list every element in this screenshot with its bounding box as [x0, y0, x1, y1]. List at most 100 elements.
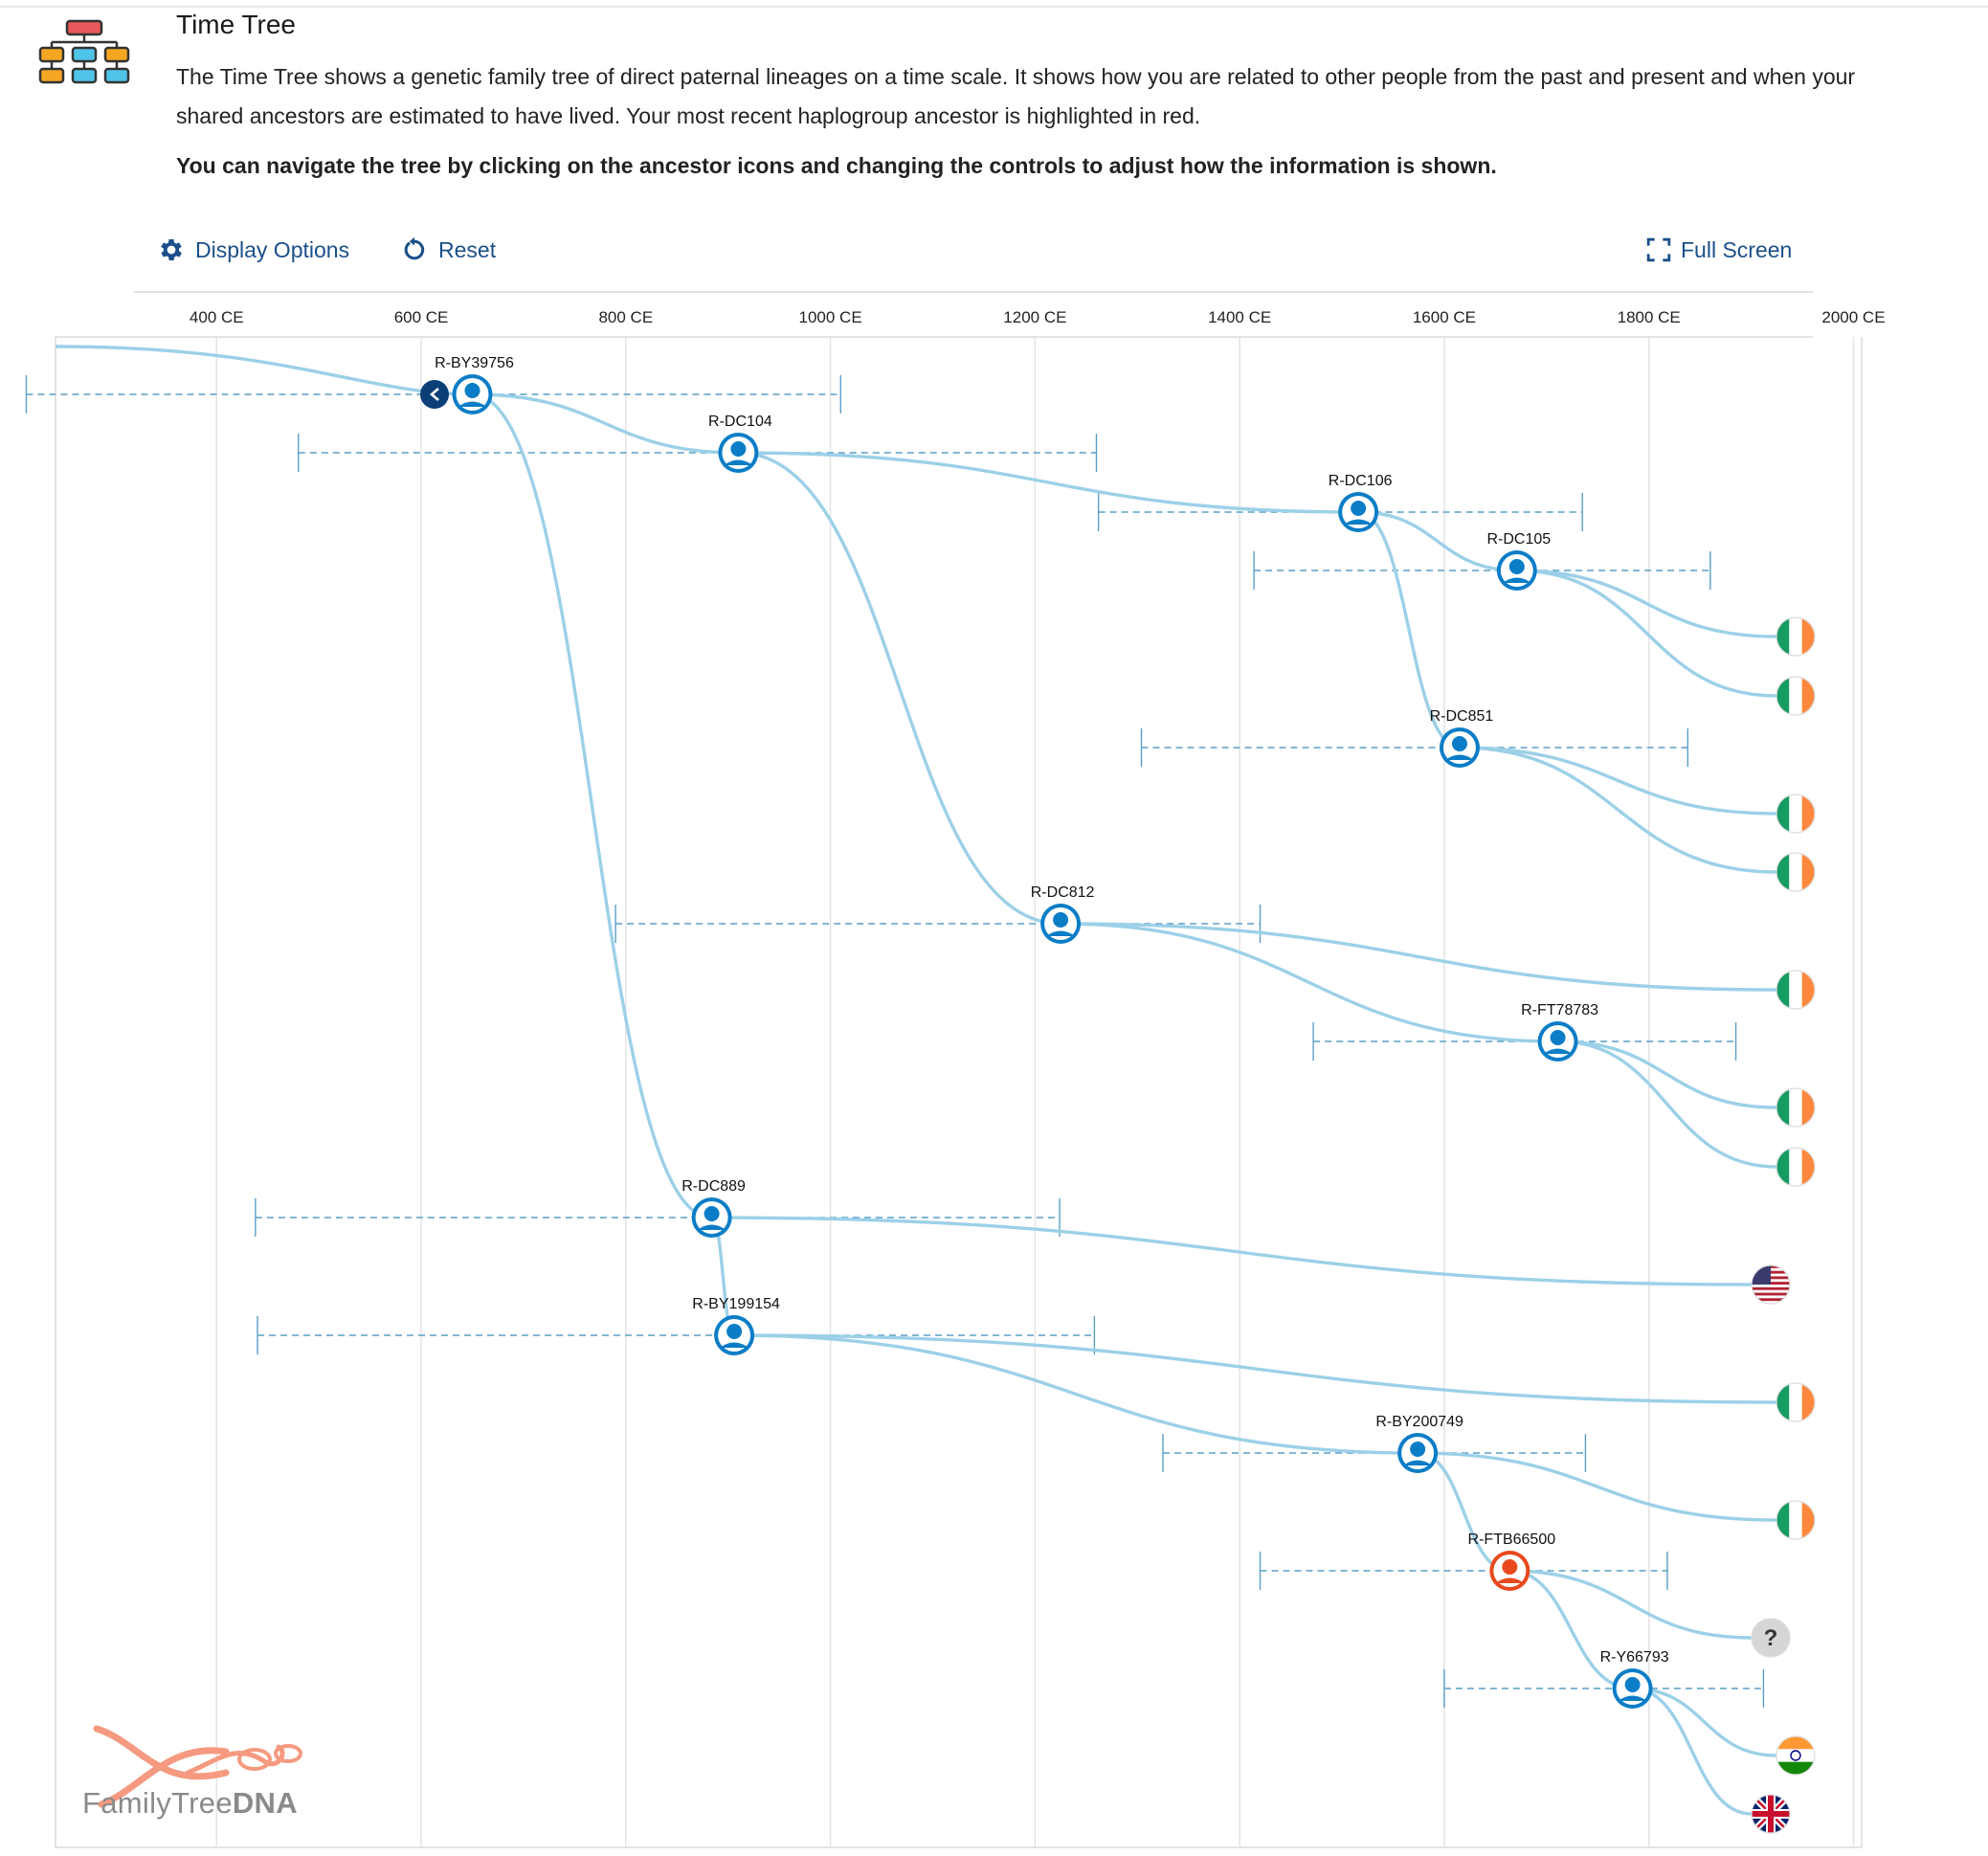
top-border: [0, 6, 1988, 8]
node-label[interactable]: R-Y66793: [1600, 1649, 1669, 1666]
node-label[interactable]: R-FTB66500: [1468, 1532, 1556, 1548]
flag-white: [1789, 677, 1802, 715]
tip-unknown[interactable]: ?: [1751, 1618, 1791, 1658]
axis-tick-label: 2000 CE: [1821, 308, 1885, 326]
ancestor-node[interactable]: [1397, 1433, 1439, 1473]
person-icon: [720, 1342, 749, 1348]
ancestor-node-highlighted[interactable]: [1489, 1551, 1530, 1591]
back-button-circle[interactable]: [420, 380, 449, 409]
node-label[interactable]: R-DC889: [681, 1178, 746, 1195]
ancestor-node[interactable]: [714, 1315, 755, 1355]
axis-tick-label: 600 CE: [394, 308, 449, 326]
flag-saffron: [1776, 1736, 1815, 1750]
node-label[interactable]: R-FT78783: [1521, 1002, 1598, 1018]
tip-india[interactable]: [1776, 1735, 1816, 1776]
tree-branch: [1061, 922, 1777, 992]
node-label[interactable]: R-BY39756: [435, 355, 514, 371]
reset-icon: [404, 236, 425, 260]
tip-united-kingdom[interactable]: [1751, 1794, 1791, 1834]
flag-orange: [1801, 1148, 1815, 1186]
ancestor-node[interactable]: [1040, 904, 1082, 944]
unknown-field: [1752, 1619, 1790, 1657]
ancestor-node[interactable]: [691, 1197, 732, 1238]
person-icon-head: [1410, 1442, 1426, 1457]
flag-white: [1789, 794, 1802, 833]
ancestor-node[interactable]: [1338, 492, 1379, 532]
familytreedna-logo-icon: [93, 1725, 302, 1808]
tip-ireland[interactable]: [1776, 1087, 1816, 1128]
confidence-interval: [257, 1316, 1096, 1354]
axis-tick-label: 1000 CE: [799, 308, 862, 326]
node-label[interactable]: R-DC106: [1329, 473, 1393, 489]
flag-green: [1776, 617, 1790, 656]
tip-united-states[interactable]: [1751, 1264, 1791, 1305]
flag-icon: [1776, 1383, 1815, 1421]
node-label[interactable]: R-DC104: [708, 414, 772, 430]
ancestor-node[interactable]: [1496, 550, 1537, 591]
ancestor-node[interactable]: [718, 433, 759, 473]
flag-orange: [1801, 853, 1815, 891]
logo-text-bold: DNA: [232, 1786, 298, 1820]
tip-ireland[interactable]: [1776, 1500, 1816, 1540]
full-screen-button[interactable]: Full Screen: [1646, 232, 1792, 268]
node-label[interactable]: R-BY200749: [1375, 1414, 1463, 1430]
confidence-interval: [1443, 1669, 1765, 1708]
tip-ireland[interactable]: [1776, 676, 1816, 716]
reset-button[interactable]: Reset: [400, 232, 496, 268]
tip-ireland[interactable]: [1776, 1147, 1816, 1187]
tip-ireland[interactable]: [1776, 616, 1816, 657]
ancestor-node[interactable]: [1537, 1021, 1578, 1062]
axis-tick-label: 1600 CE: [1413, 308, 1476, 326]
fullscreen-icon: [1646, 237, 1671, 262]
person-icon-head: [1053, 912, 1069, 928]
person-icon-head: [1624, 1677, 1641, 1692]
navigation-hint: You can navigate the tree by clicking on…: [176, 153, 1497, 178]
flag-orange: [1801, 617, 1815, 656]
flag-white: [1789, 1148, 1802, 1186]
flag-stripe: [1752, 1286, 1790, 1290]
flag-green: [1776, 1148, 1790, 1186]
tip-ireland[interactable]: [1776, 1382, 1816, 1422]
display-options-button[interactable]: Display Options: [157, 232, 349, 268]
flag-border: [1776, 970, 1816, 1010]
person-icon-head: [1502, 1559, 1518, 1575]
tree-branch: [1358, 510, 1517, 572]
flag-icon: [1752, 1795, 1790, 1833]
reset-label: Reset: [438, 236, 497, 262]
flag-icon: [1776, 1736, 1815, 1775]
ancestor-node[interactable]: [1439, 727, 1480, 768]
person-icon: [1046, 930, 1076, 936]
flag-white: [1789, 853, 1802, 891]
tip-ireland[interactable]: [1776, 970, 1816, 1010]
flag-white: [1789, 1501, 1802, 1539]
person-icon-head: [1550, 1030, 1566, 1045]
flag-icon: [1776, 617, 1815, 656]
person-icon-head: [1451, 736, 1467, 751]
flag-orange: [1801, 1088, 1815, 1127]
node-label[interactable]: R-BY199154: [692, 1296, 780, 1312]
ancestor-node[interactable]: [1612, 1668, 1653, 1709]
tree-branch: [1417, 1451, 1510, 1573]
flag-stripe: [1752, 1292, 1790, 1296]
person-icon-head: [726, 1324, 743, 1339]
tip-ireland[interactable]: [1776, 794, 1816, 834]
flag-border: [1751, 1618, 1791, 1658]
node-label[interactable]: R-DC105: [1486, 531, 1551, 548]
question-mark-icon: ?: [1764, 1625, 1778, 1651]
flag-white: [1789, 1383, 1802, 1421]
flag-border: [1776, 852, 1816, 892]
back-button[interactable]: [420, 380, 449, 409]
display-options-label: Display Options: [195, 236, 350, 262]
tree-branch: [1632, 1687, 1753, 1816]
ancestor-node[interactable]: [452, 374, 493, 414]
tree-branch: [1509, 1569, 1633, 1690]
node-label[interactable]: R-DC812: [1031, 884, 1095, 901]
tree-branch: [1418, 1451, 1777, 1522]
node-label[interactable]: R-DC851: [1430, 708, 1494, 725]
tip-ireland[interactable]: [1776, 852, 1816, 892]
flag-border: [1776, 616, 1816, 657]
person-icon: [697, 1224, 726, 1230]
confidence-interval: [1140, 728, 1689, 767]
tree-branch: [1557, 1040, 1777, 1169]
person-icon: [1543, 1048, 1573, 1054]
